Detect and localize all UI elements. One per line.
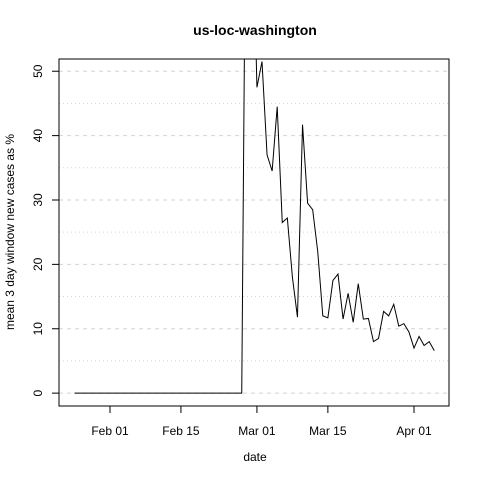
y-tick-label: 40: [31, 129, 45, 143]
y-tick-label: 0: [31, 389, 45, 396]
x-tick-label: Feb 01: [91, 424, 129, 438]
y-tick-label: 20: [31, 257, 45, 271]
chart-title: us-loc-washington: [193, 22, 317, 38]
line: [74, 59, 435, 394]
y-axis-label: mean 3 day window new cases as %: [3, 134, 17, 330]
y-tick-label: 10: [31, 322, 45, 336]
x-tick-label: Feb 15: [162, 424, 200, 438]
x-tick-label: Mar 01: [238, 424, 276, 438]
x-tick-label: Apr 01: [396, 424, 432, 438]
y-tick-label: 50: [31, 64, 45, 78]
plot-frame: [58, 58, 450, 407]
x-axis-label: date: [243, 450, 267, 464]
x-tick-label: Mar 15: [309, 424, 347, 438]
y-tick-label: 30: [31, 193, 45, 207]
